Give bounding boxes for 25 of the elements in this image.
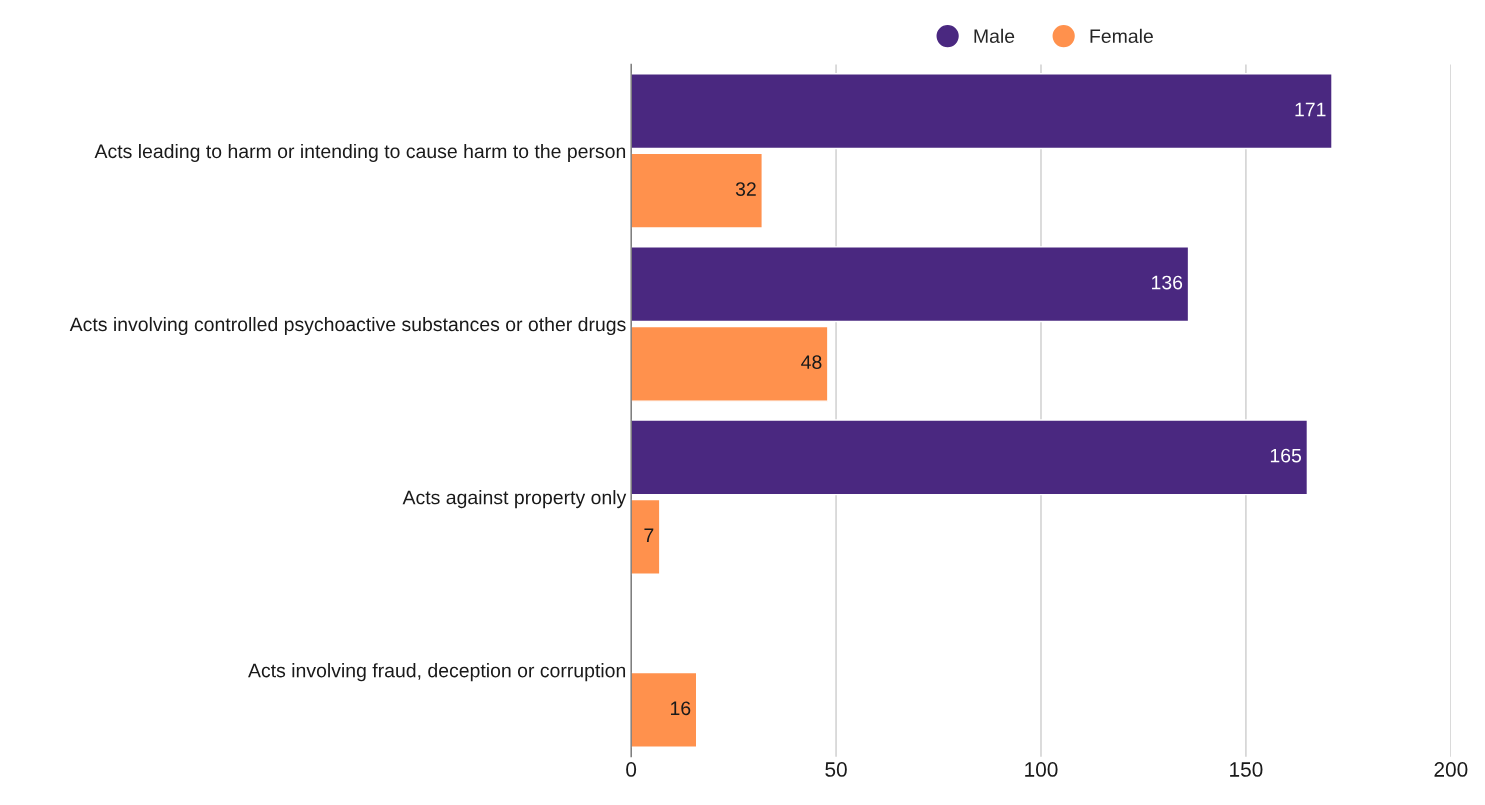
x-tick-label: 150: [1230, 762, 1263, 777]
bar: [631, 73, 1333, 150]
y-tick-label: Acts involving controlled psychoactive substances or other drugs: [69, 316, 626, 336]
x-tick-label: 0: [626, 762, 637, 777]
data-label: 48: [801, 355, 822, 370]
legend-label: Female: [1090, 28, 1153, 44]
data-label: 32: [735, 182, 756, 196]
legend-label: Male: [974, 28, 1015, 44]
bar: [631, 671, 698, 748]
bar: [631, 498, 661, 575]
x-tick-label: 50: [825, 762, 847, 777]
y-tick-label: Acts leading to harm or intending to cause harm to the person: [94, 143, 626, 163]
bar: [631, 246, 1190, 323]
x-tick-label: 100: [1025, 762, 1058, 777]
bar: [631, 419, 1309, 496]
bar: [631, 152, 763, 229]
data-label: 165: [1270, 448, 1302, 463]
data-label: 16: [671, 701, 691, 716]
data-label: 7: [644, 528, 654, 542]
data-label: 136: [1152, 275, 1183, 290]
y-tick-label: Acts involving fraud, deception or corruption: [248, 663, 626, 682]
y-tick-label: Acts against property only: [402, 490, 627, 509]
bar: [631, 325, 829, 402]
data-label: 171: [1295, 102, 1326, 117]
x-tick-label: 200: [1434, 762, 1468, 777]
